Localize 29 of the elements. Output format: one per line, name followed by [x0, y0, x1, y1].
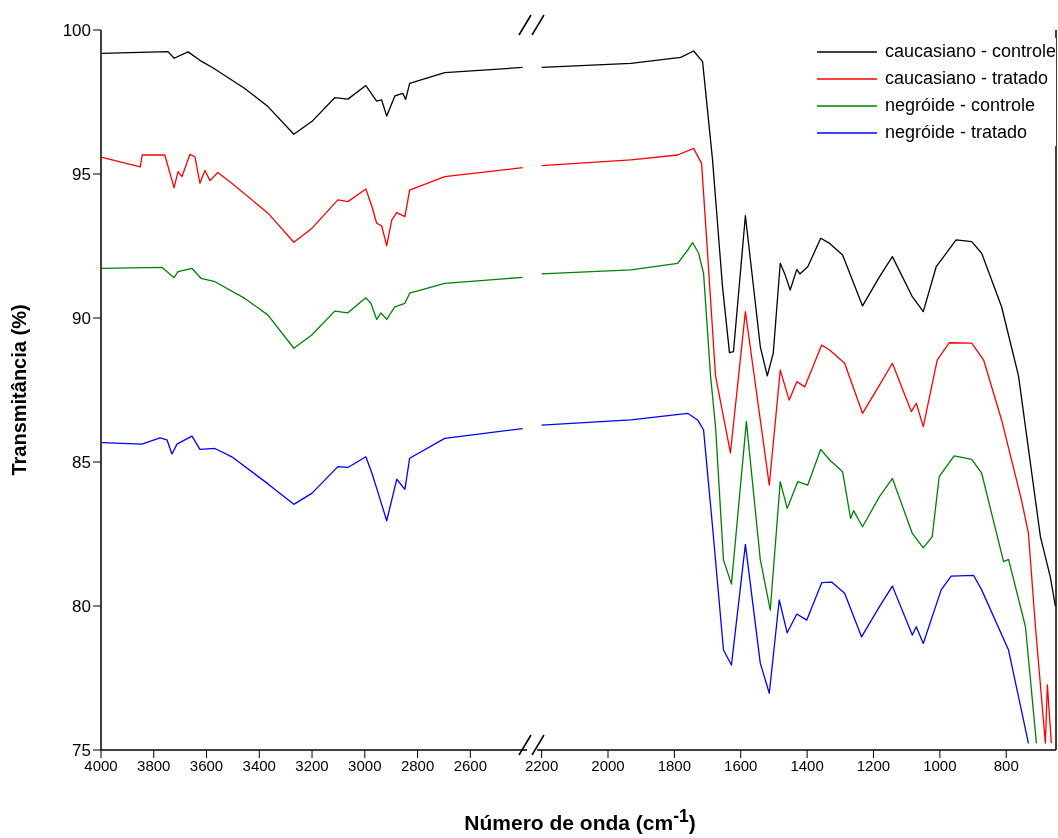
- x-tick-label: 1000: [923, 756, 957, 774]
- y-axis-title: Transmitância (%): [8, 304, 31, 476]
- x-tick-label: 1600: [724, 756, 758, 774]
- x-axis-title: Número de onda (cm$^{-1}$): [464, 806, 696, 834]
- y-tick-label: 90: [72, 309, 91, 329]
- y-tick-label: 95: [72, 165, 91, 185]
- x-tick-label: 1400: [790, 756, 824, 774]
- x-tick-label: 3600: [189, 756, 224, 774]
- y-tick-label: 80: [72, 597, 91, 617]
- x-tick-label: 2800: [400, 756, 435, 774]
- x-tick-label: 3000: [348, 756, 382, 774]
- x-tick-label: 3400: [242, 756, 276, 774]
- x-tick-label: 1200: [856, 756, 891, 774]
- line-series: [101, 427, 524, 522]
- y-tick-label: 85: [72, 453, 91, 473]
- x-tick-label: 2600: [453, 756, 488, 774]
- x-tick-label: 1800: [657, 756, 692, 774]
- line-series: [101, 153, 524, 247]
- x-tick-label: 3200: [295, 756, 329, 774]
- line-series: [101, 266, 524, 349]
- legend-label: negróide - controle: [884, 95, 1035, 116]
- y-tick-label: 100: [62, 21, 91, 41]
- x-tick-label: 2200: [524, 756, 559, 774]
- legend-label: negróide - tratado: [884, 122, 1027, 143]
- legend-label: caucasiano - controle: [884, 41, 1056, 62]
- x-tick-label: 3800: [137, 756, 171, 774]
- x-tick-label: 2000: [591, 756, 625, 774]
- x-tick-label: 800: [993, 756, 1019, 774]
- legend-label: caucasiano - tratado: [884, 68, 1048, 89]
